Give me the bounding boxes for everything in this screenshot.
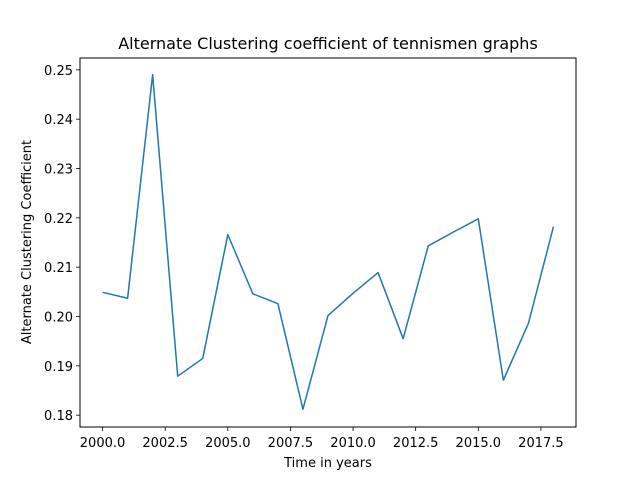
y-tick-label: 0.24 bbox=[44, 113, 73, 128]
y-tick-label: 0.22 bbox=[44, 212, 73, 227]
x-tick-label: 2012.5 bbox=[393, 436, 439, 451]
y-axis-label: Alternate Clustering Coefficient bbox=[20, 140, 35, 344]
x-tick-label: 2005.0 bbox=[205, 436, 251, 451]
x-axis-label: Time in years bbox=[283, 456, 372, 471]
x-tick-label: 2007.5 bbox=[268, 436, 314, 451]
x-tick-label: 2002.5 bbox=[142, 436, 188, 451]
x-tick-label: 2015.0 bbox=[456, 436, 502, 451]
x-tick-label: 2000.0 bbox=[80, 436, 126, 451]
series-layer bbox=[102, 74, 555, 410]
x-tick-label: 2017.5 bbox=[518, 436, 564, 451]
y-tick-label: 0.18 bbox=[44, 409, 73, 424]
y-tick-label: 0.19 bbox=[44, 360, 73, 375]
plot-frame bbox=[79, 57, 577, 428]
series-line bbox=[102, 74, 555, 410]
y-tick-label: 0.23 bbox=[44, 163, 73, 178]
chart-title: Alternate Clustering coefficient of tenn… bbox=[118, 34, 538, 53]
y-tick-label: 0.20 bbox=[44, 310, 73, 325]
y-tick-label: 0.25 bbox=[44, 64, 73, 79]
x-tick-label: 2010.0 bbox=[330, 436, 376, 451]
y-tick-label: 0.21 bbox=[44, 261, 73, 276]
ticks-layer: 2000.0 2002.5 2005.0 2007.5 2010.0 2012.5 2015… bbox=[44, 64, 564, 451]
